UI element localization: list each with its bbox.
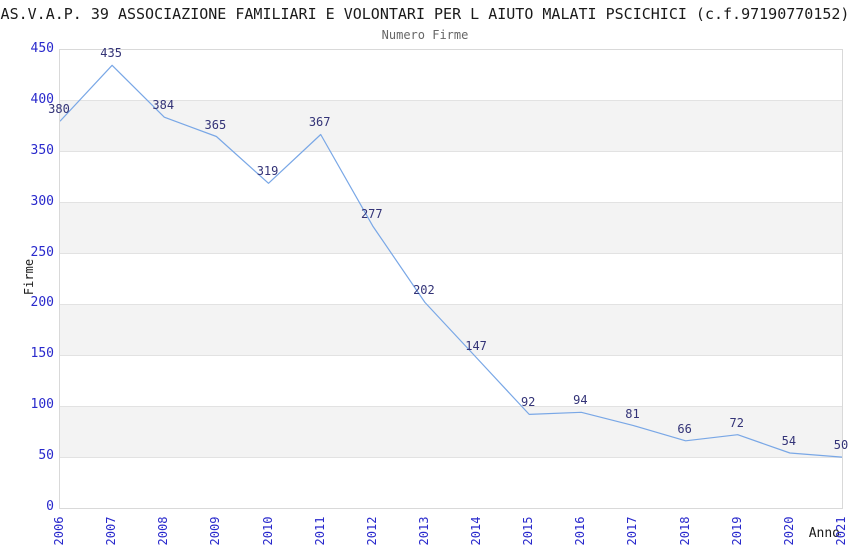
y-tick-label: 250 [30,244,54,260]
x-tick-label: 2014 [468,516,483,546]
data-point-label: 202 [413,283,435,298]
x-tick-label: 2010 [260,516,275,546]
y-tick-label: 200 [30,295,54,311]
y-tick-label: 400 [30,91,54,107]
x-tick-label: 2016 [572,516,587,546]
data-line [60,64,842,458]
x-tick-label: 2013 [416,516,431,546]
data-point-label: 365 [204,117,227,132]
data-point-label: 72 [729,415,744,430]
data-point-label: 54 [781,434,797,449]
gridline [60,253,842,255]
chart-title: AS.V.A.P. 39 ASSOCIAZIONE FAMILIARI E VO… [0,5,850,23]
gridline [60,151,842,153]
data-point-label: 81 [625,406,640,421]
gridline [60,456,842,458]
y-tick-label: 450 [30,41,54,56]
x-tick-label: 2007 [103,516,118,546]
x-tick-label: 2020 [781,516,796,546]
data-point-label: 380 [48,102,70,117]
data-point-label: 435 [100,46,122,61]
x-tick-label: 2015 [520,516,535,546]
data-point-label: 147 [465,339,487,354]
data-point-label: 319 [256,164,279,179]
gridline [60,100,842,102]
y-tick-label: 50 [38,448,54,464]
y-tick-label: 150 [30,346,54,362]
gridline [60,202,842,204]
y-tick-label: 100 [30,397,54,413]
data-point-label: 367 [308,115,331,130]
grid-band [60,202,842,254]
x-tick-label: 2012 [364,516,379,546]
data-point-label: 66 [677,421,692,436]
gridline [60,303,842,305]
y-axis-label: Firme [22,258,36,296]
x-tick-label: 2008 [155,516,170,546]
chart-subtitle: Numero Firme [381,28,469,42]
x-tick-label: 2019 [729,516,744,546]
data-point-label: 50 [833,438,849,453]
x-tick-label: 2009 [207,516,222,546]
x-tick-label: 2021 [833,516,848,546]
x-axis-label: Anno [808,526,840,541]
y-tick-label: 0 [46,499,54,514]
data-point-label: 92 [520,395,536,410]
data-point-label: 94 [573,393,588,408]
grid-band [60,406,842,458]
y-tick-label: 350 [30,142,54,158]
data-point-label: 384 [152,98,175,113]
gridline [60,354,842,356]
data-point-label: 277 [360,207,383,222]
y-tick-label: 300 [30,193,54,209]
x-tick-label: 2017 [624,516,639,546]
plot-area [59,49,843,509]
x-tick-label: 2011 [312,516,327,546]
gridline [60,405,842,407]
x-tick-label: 2018 [677,516,692,546]
x-tick-label: 2006 [51,516,66,546]
